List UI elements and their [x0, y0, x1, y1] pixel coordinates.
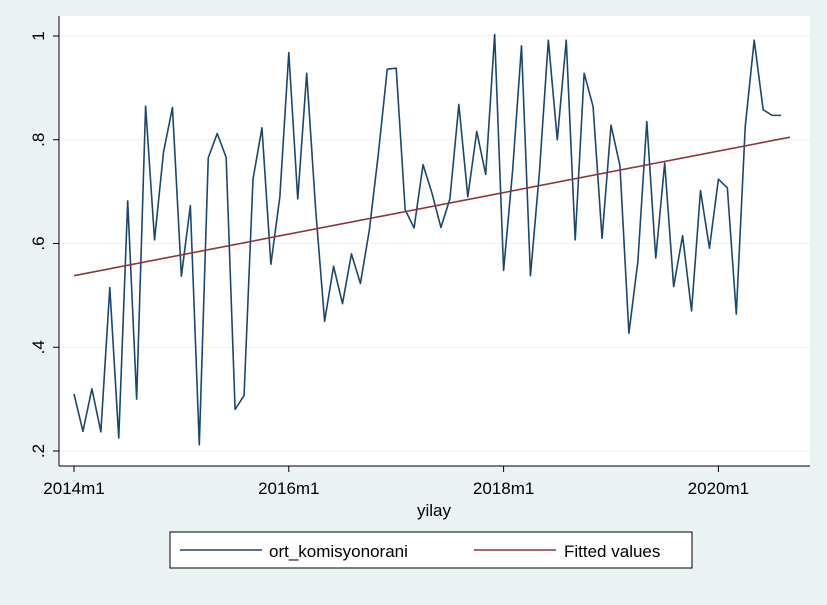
y-tick-label: 1 [29, 31, 48, 40]
x-axis-label: yilay [417, 501, 452, 520]
y-tick-label: .4 [29, 340, 48, 354]
plot-area [59, 16, 810, 466]
x-tick-label: 2020m1 [688, 479, 749, 498]
series-line-ort-komisyonorani [73, 33, 782, 446]
y-tick-label: .2 [29, 444, 48, 458]
series-line-fitted-values [73, 136, 791, 277]
y-tick-label: .8 [29, 133, 48, 147]
axis-ticks: .2 .4 .6 .8 1 2014m1 2016m1 2018m1 2020m1 [29, 31, 749, 498]
legend-label-ort-komisyonorani: ort_komisyonorani [269, 542, 408, 561]
series-layer [73, 33, 791, 446]
x-tick-label: 2016m1 [258, 479, 319, 498]
grid-lines [59, 35, 810, 452]
legend-label-fitted-values: Fitted values [564, 542, 660, 561]
legend: ort_komisyonorani Fitted values [169, 531, 693, 569]
legend-box [169, 531, 693, 569]
y-tick-label: .6 [29, 236, 48, 250]
x-tick-label: 2018m1 [473, 479, 534, 498]
x-tick-label: 2014m1 [43, 479, 104, 498]
